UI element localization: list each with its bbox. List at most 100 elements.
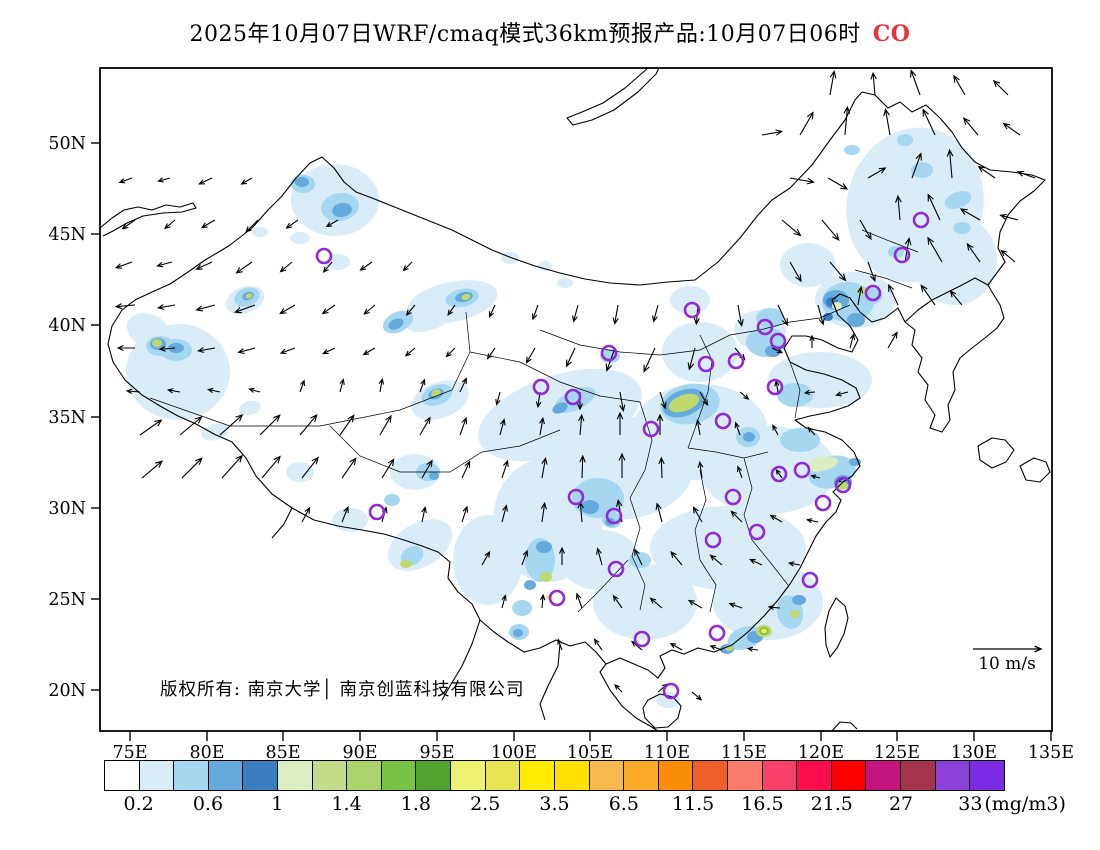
lat-label: 50N	[48, 134, 86, 154]
province-border-line	[861, 229, 919, 253]
copyright-text: 版权所有: 南京大学│ 南京创蓝科技有限公司	[160, 680, 525, 700]
colorbar-cell	[242, 760, 279, 791]
wind-arrow	[709, 644, 723, 651]
wind-arrow	[652, 304, 659, 323]
wind-arrow	[953, 74, 966, 96]
wind-arrow	[299, 414, 318, 436]
wind-arrow	[501, 594, 507, 609]
wind-arrow	[737, 304, 744, 327]
concentration-patch	[581, 500, 599, 514]
province-border-line	[743, 457, 753, 541]
wind-arrow	[789, 177, 815, 185]
province-border-line	[699, 559, 717, 613]
city-marker	[766, 378, 784, 396]
concentration-patch	[777, 383, 813, 407]
colorbar-cell	[692, 760, 728, 791]
wind-arrow	[158, 346, 176, 352]
colorbar-cell	[657, 760, 694, 791]
concentration-patch	[668, 393, 700, 413]
wind-arrow	[339, 378, 345, 393]
concentration-patch	[847, 313, 865, 327]
concentration-patch	[388, 318, 404, 330]
colorbar-cell	[865, 760, 902, 791]
city-marker	[683, 301, 701, 319]
colorbar-label: 0.6	[192, 793, 224, 815]
wind-arrow	[495, 391, 501, 406]
wind-arrow	[966, 242, 981, 263]
wind-arrow	[404, 347, 416, 357]
city-marker	[642, 420, 660, 438]
wind-arrow	[777, 304, 788, 327]
lon-label: 100E	[491, 743, 537, 763]
wind-arrow	[578, 413, 585, 436]
city-marker	[697, 355, 715, 373]
concentration-patch	[201, 423, 229, 441]
wind-arrow	[821, 219, 840, 241]
wind-arrow	[1016, 170, 1036, 179]
colorbar-label: 0.2	[123, 793, 154, 815]
colorbar-label: 27	[888, 793, 914, 815]
lat-label: 20N	[48, 681, 86, 701]
province-border-line	[329, 425, 561, 473]
colorbar-cell	[346, 760, 382, 791]
concentration-patch	[332, 202, 352, 218]
colorbar-cell	[415, 760, 452, 791]
wind-arrow	[459, 377, 467, 393]
colorbar-cell	[553, 760, 590, 791]
wind-arrow	[200, 219, 216, 229]
wind-arrow	[829, 70, 837, 96]
wind-arrow	[922, 108, 936, 136]
wind-arrow	[596, 547, 603, 566]
wind-arrow	[481, 550, 491, 566]
colorbar	[104, 760, 1005, 791]
city-marker	[633, 630, 651, 648]
city-marker	[564, 388, 582, 406]
wind-arrow	[946, 148, 954, 179]
province-border-line	[854, 269, 913, 289]
city-marker	[662, 682, 680, 700]
province-border-line	[629, 401, 653, 499]
wind-arrow	[339, 414, 355, 436]
colorbar-cell	[207, 760, 244, 791]
wind-arrow	[279, 347, 296, 355]
wind-arrow	[883, 108, 891, 136]
lat-label: 45N	[48, 225, 86, 245]
wind-arrow	[612, 594, 623, 609]
wind-arrow	[771, 347, 784, 354]
colorbar-label: 1.8	[400, 793, 431, 815]
city-marker	[814, 494, 832, 512]
concentration-patch	[512, 600, 532, 616]
wind-arrow	[125, 388, 141, 394]
colorbar-label: 1.4	[331, 793, 362, 815]
wind-arrow	[558, 546, 566, 565]
coastline	[441, 619, 481, 701]
wind-arrow	[379, 414, 392, 436]
concentration-patch	[792, 595, 806, 605]
city-marker	[770, 465, 788, 483]
wind-arrow	[730, 510, 743, 523]
wind-arrow	[1002, 122, 1021, 136]
wind-arrow	[488, 304, 496, 319]
concentration-patch	[911, 162, 933, 178]
wind-arrow	[619, 391, 626, 413]
concentration-patch	[152, 339, 162, 347]
axis-ticks	[91, 142, 1052, 741]
wind-arrow	[829, 261, 847, 282]
concentration-patch	[913, 215, 997, 305]
wind-arrow	[325, 219, 339, 228]
concentration-patch	[670, 286, 710, 314]
wind-arrow	[402, 261, 413, 272]
city-marker	[864, 284, 882, 302]
city-marker	[600, 344, 618, 362]
concentration-patch	[572, 478, 624, 518]
colorbar-label: 3.5	[539, 793, 570, 815]
lon-label: 120E	[798, 743, 844, 763]
concentration-patch	[844, 145, 860, 155]
concentration-patch	[453, 515, 523, 605]
colorbar-unit: (mg/m3)	[984, 793, 1066, 815]
wind-arrow	[381, 458, 395, 479]
lon-labels: 75E 80E 85E 90E 95E 100E 105E 110E 115E 120E 125E 1…	[112, 743, 1074, 763]
concentration-patch	[245, 293, 253, 299]
wind-arrow	[618, 452, 626, 478]
